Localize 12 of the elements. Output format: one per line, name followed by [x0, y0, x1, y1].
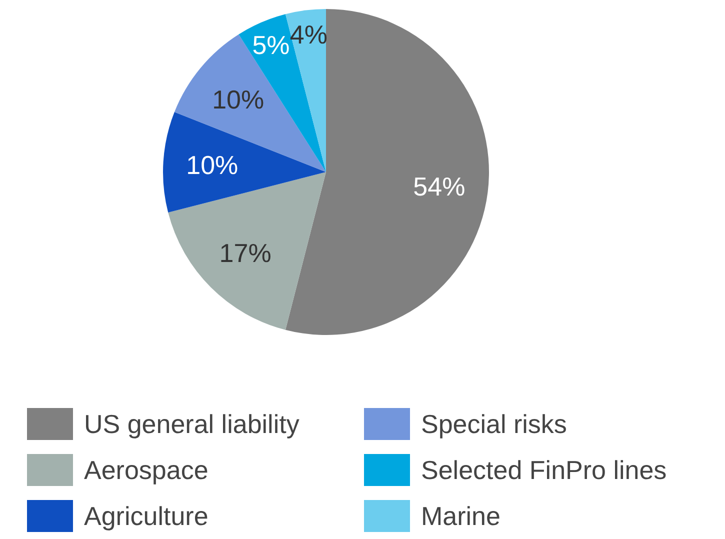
legend-label: Agriculture: [84, 501, 208, 532]
legend-label: Selected FinPro lines: [421, 455, 667, 486]
legend-label: Aerospace: [84, 455, 208, 486]
legend-label: US general liability: [84, 409, 300, 440]
data-label: 54%: [413, 171, 466, 202]
legend-label: Special risks: [421, 409, 567, 440]
data-label: 10%: [212, 84, 264, 114]
data-label: 10%: [186, 150, 238, 180]
pie-slice: [163, 112, 326, 213]
data-label: 5%: [252, 30, 290, 60]
data-label: 17%: [219, 238, 272, 268]
legend-label: Marine: [421, 501, 500, 532]
